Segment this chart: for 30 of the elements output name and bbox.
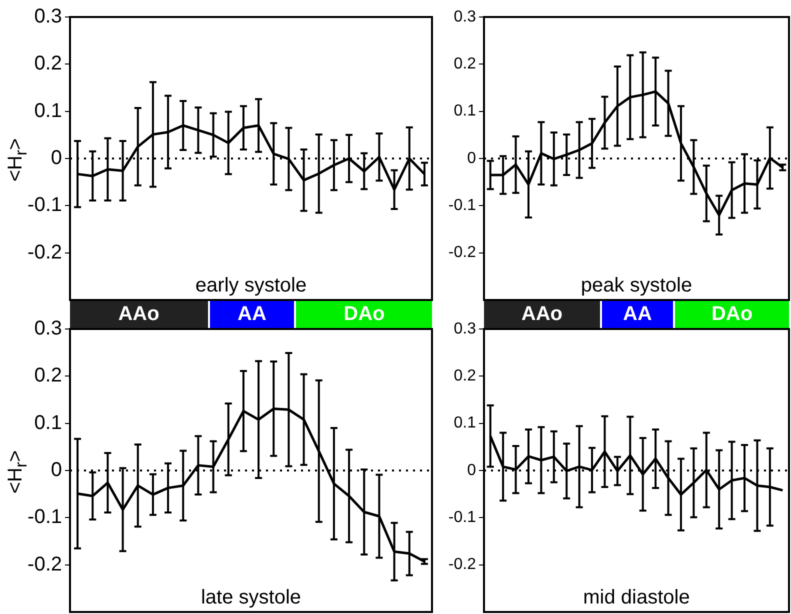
y-tick-label: 0.3	[34, 318, 62, 340]
y-tick-label: -0.1	[448, 197, 476, 214]
text: mid diastole	[583, 586, 690, 609]
y-tick-label: -0.2	[28, 553, 62, 576]
y-tick-label: 0.1	[34, 100, 62, 122]
y-tick-label: -0.1	[28, 506, 62, 528]
y-tick-label: 0.1	[454, 102, 476, 120]
y-tick-label: 0.2	[454, 56, 476, 73]
text: early systole	[195, 274, 307, 297]
y-tick-label: 0	[467, 462, 476, 479]
y-tick-label: 0	[467, 150, 476, 167]
text: late systole	[200, 586, 302, 609]
y-tick-label: 0.1	[454, 414, 476, 432]
segment-strip: AAo AA DAo	[484, 301, 789, 328]
y-tick-label: 0	[50, 459, 62, 482]
y-tick-label: -0.2	[448, 244, 476, 262]
y-tick-label: 0.3	[454, 8, 476, 26]
segment-strip: AAo AA DAo	[70, 301, 432, 328]
y-tick-label: 0.2	[34, 52, 62, 75]
y-tick-label: -0.1	[28, 194, 62, 216]
y-tick-label: -0.1	[448, 509, 476, 526]
y-tick-label: 0.2	[454, 368, 476, 385]
y-tick-label: -0.2	[448, 556, 476, 574]
y-tick-label: 0.3	[454, 320, 476, 338]
y-tick-label: 0.1	[34, 412, 62, 434]
y-tick-label: 0.2	[34, 364, 62, 387]
y-tick-label: 0.3	[34, 6, 62, 28]
y-tick-label: 0	[50, 147, 62, 170]
text: peak systole	[580, 274, 692, 297]
y-tick-label: -0.2	[28, 241, 62, 264]
